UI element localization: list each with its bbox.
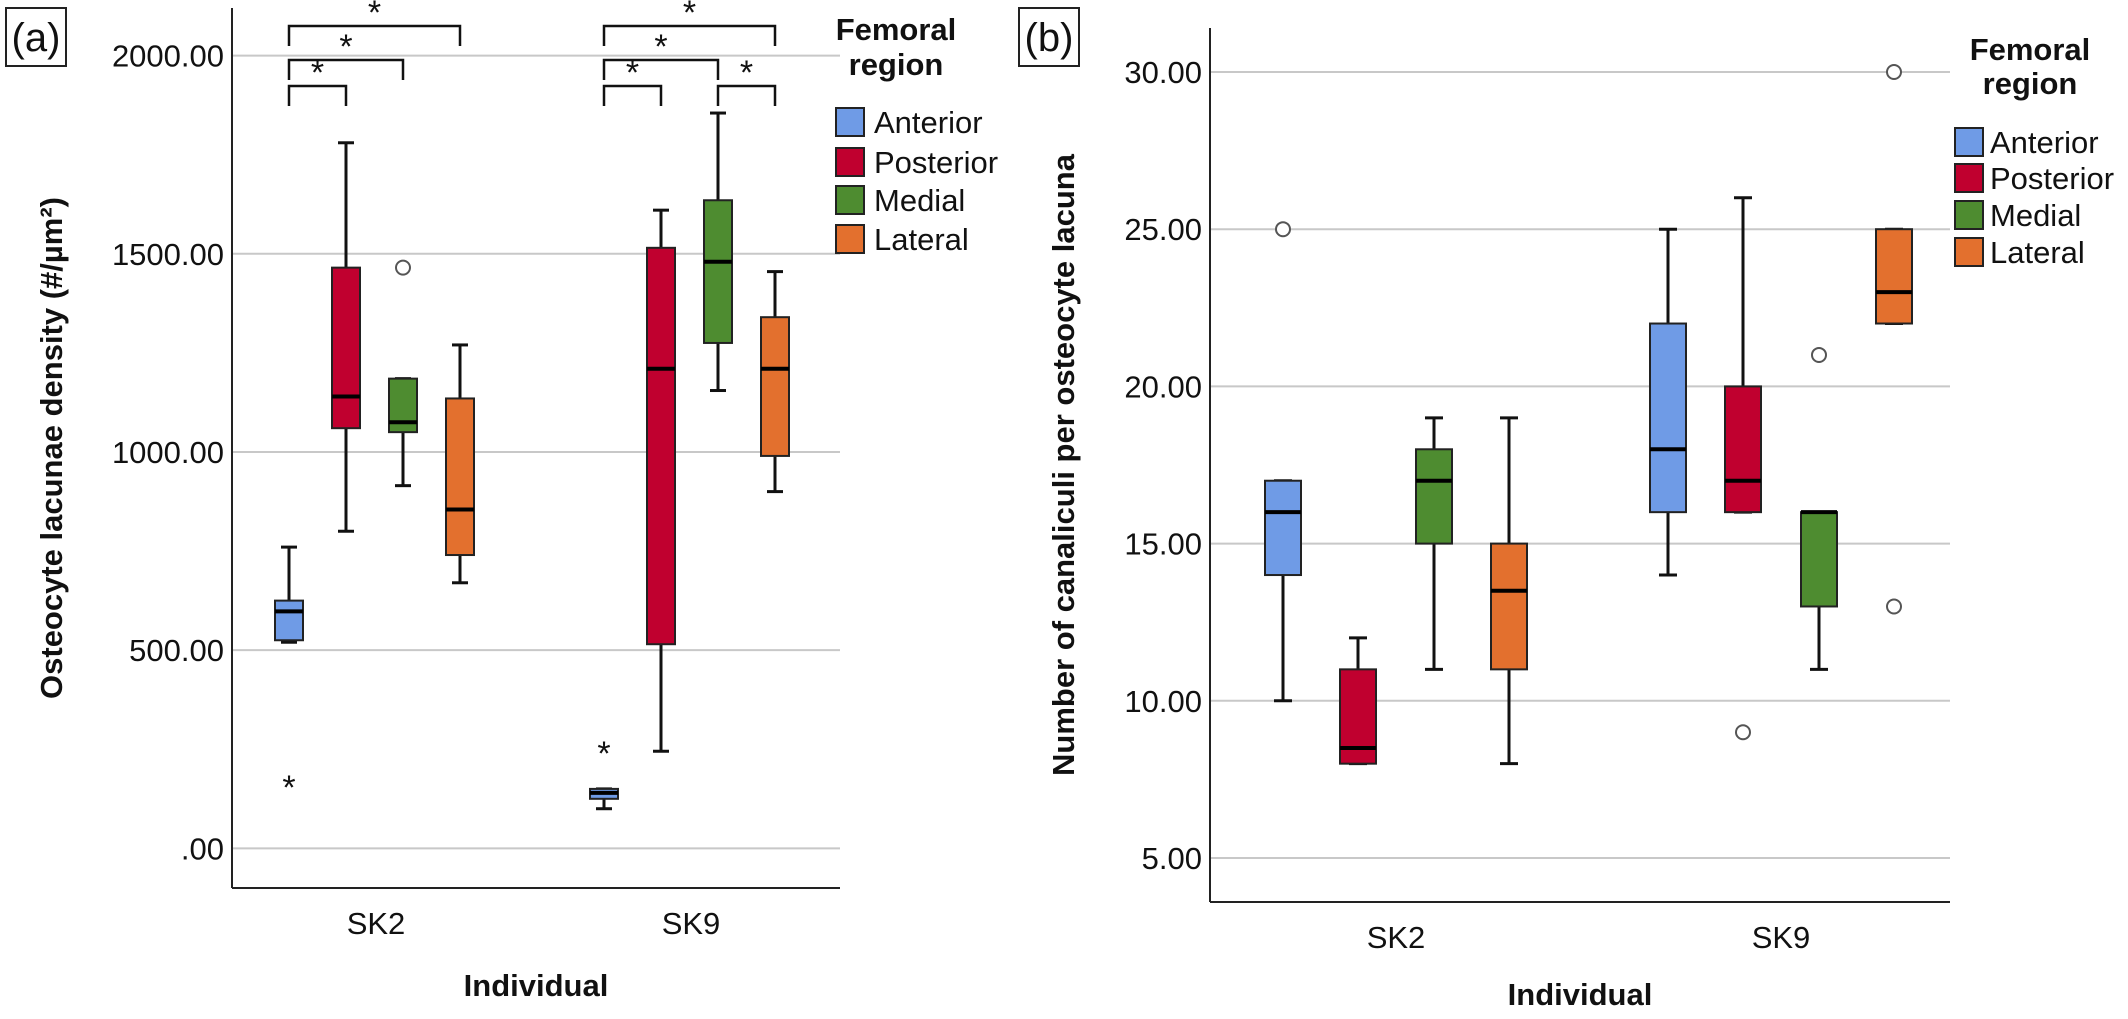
legend-swatch bbox=[835, 107, 865, 137]
box-lateral bbox=[1490, 542, 1528, 671]
box-anterior bbox=[274, 599, 304, 642]
legend-label: Lateral bbox=[1990, 235, 2085, 270]
x-axis-title: Individual bbox=[464, 968, 609, 1003]
y-tick-label: .00 bbox=[181, 831, 224, 866]
y-tick-label: 1000.00 bbox=[112, 435, 224, 470]
box-lateral bbox=[760, 316, 790, 457]
x-tick-label: SK9 bbox=[662, 906, 721, 941]
significance-bracket bbox=[716, 84, 777, 106]
box-anterior bbox=[1264, 479, 1302, 577]
legend-label: Anterior bbox=[874, 105, 983, 140]
legend-swatch bbox=[1954, 127, 1984, 157]
y-tick-label: 1500.00 bbox=[112, 237, 224, 272]
y-tick-label: 30.00 bbox=[1124, 55, 1202, 90]
box-lateral bbox=[1875, 228, 1913, 325]
significance-star: * bbox=[740, 54, 753, 92]
legend-label: Medial bbox=[1990, 198, 2081, 233]
y-tick-label: 20.00 bbox=[1124, 369, 1202, 404]
y-tick-label: 5.00 bbox=[1142, 841, 1202, 876]
significance-star: * bbox=[368, 0, 381, 32]
outlier-point bbox=[1811, 346, 1827, 363]
extreme-point: * bbox=[282, 769, 295, 807]
panel-a: .00 500.00 1000.00 1500.00 2000.00 SK2 SK9 Indi… bbox=[5, 0, 998, 1003]
y-tick-label: 2000.00 bbox=[112, 39, 224, 74]
significance-bracket bbox=[602, 24, 777, 46]
x-tick-label: SK2 bbox=[1367, 920, 1426, 955]
legend-swatch bbox=[1954, 200, 1984, 230]
legend-label: Posterior bbox=[1990, 161, 2114, 196]
significance-bracket bbox=[287, 58, 405, 80]
outlier-point bbox=[1275, 221, 1291, 238]
outlier-point bbox=[395, 259, 411, 276]
extreme-point: * bbox=[597, 735, 610, 773]
legend-swatch bbox=[1954, 163, 1984, 193]
significance-bracket bbox=[602, 84, 663, 106]
outlier-point bbox=[1735, 724, 1751, 741]
box-posterior bbox=[1724, 385, 1762, 514]
legend-swatch bbox=[835, 224, 865, 254]
y-axis-title: Osteocyte lacunae density (#/µm²) bbox=[34, 197, 69, 699]
legend-label: Lateral bbox=[874, 222, 969, 257]
outlier-point bbox=[1886, 64, 1902, 81]
panel-label: (a) bbox=[12, 16, 61, 60]
significance-star: * bbox=[683, 0, 696, 32]
panel-label-box bbox=[5, 7, 67, 67]
legend-title: Femoral bbox=[836, 12, 957, 47]
x-tick-label: SK9 bbox=[1752, 920, 1811, 955]
significance-bracket bbox=[287, 84, 348, 106]
box-posterior bbox=[646, 246, 676, 646]
legend-swatch bbox=[1954, 237, 1984, 267]
legend-label: Anterior bbox=[1990, 125, 2099, 160]
x-tick-label: SK2 bbox=[347, 906, 406, 941]
box-medial bbox=[1800, 511, 1838, 608]
outlier-point bbox=[1886, 598, 1902, 615]
box-medial bbox=[1415, 448, 1453, 545]
significance-star: * bbox=[626, 54, 639, 92]
legend-swatch bbox=[835, 147, 865, 177]
significance-star: * bbox=[311, 54, 324, 92]
legend-title: Femoral bbox=[1970, 32, 2091, 67]
legend-title: region bbox=[849, 47, 944, 82]
y-tick-label: 500.00 bbox=[129, 633, 224, 668]
panel-label-box bbox=[1018, 7, 1080, 67]
significance-star: * bbox=[654, 28, 667, 66]
x-axis-title: Individual bbox=[1508, 977, 1653, 1012]
legend-title: region bbox=[1983, 66, 2078, 101]
box-posterior bbox=[331, 266, 361, 430]
panel-label: (b) bbox=[1025, 16, 1074, 60]
significance-star: * bbox=[339, 28, 352, 66]
y-axis-title: Number of canaliculi per osteocyte lacun… bbox=[1046, 153, 1081, 776]
legend-swatch bbox=[835, 185, 865, 215]
y-tick-label: 15.00 bbox=[1124, 527, 1202, 562]
panel-b: 5.00 10.00 15.00 20.00 25.00 30.00 SK2 SK9 Indiv… bbox=[1018, 7, 2114, 1012]
significance-bracket bbox=[602, 58, 720, 80]
y-tick-label: 25.00 bbox=[1124, 212, 1202, 247]
box-medial bbox=[703, 199, 733, 344]
box-anterior bbox=[1649, 322, 1687, 514]
box-lateral bbox=[445, 397, 475, 557]
legend-label: Medial bbox=[874, 183, 965, 218]
y-tick-label: 10.00 bbox=[1124, 684, 1202, 719]
legend-label: Posterior bbox=[874, 145, 998, 180]
significance-bracket bbox=[287, 24, 462, 46]
